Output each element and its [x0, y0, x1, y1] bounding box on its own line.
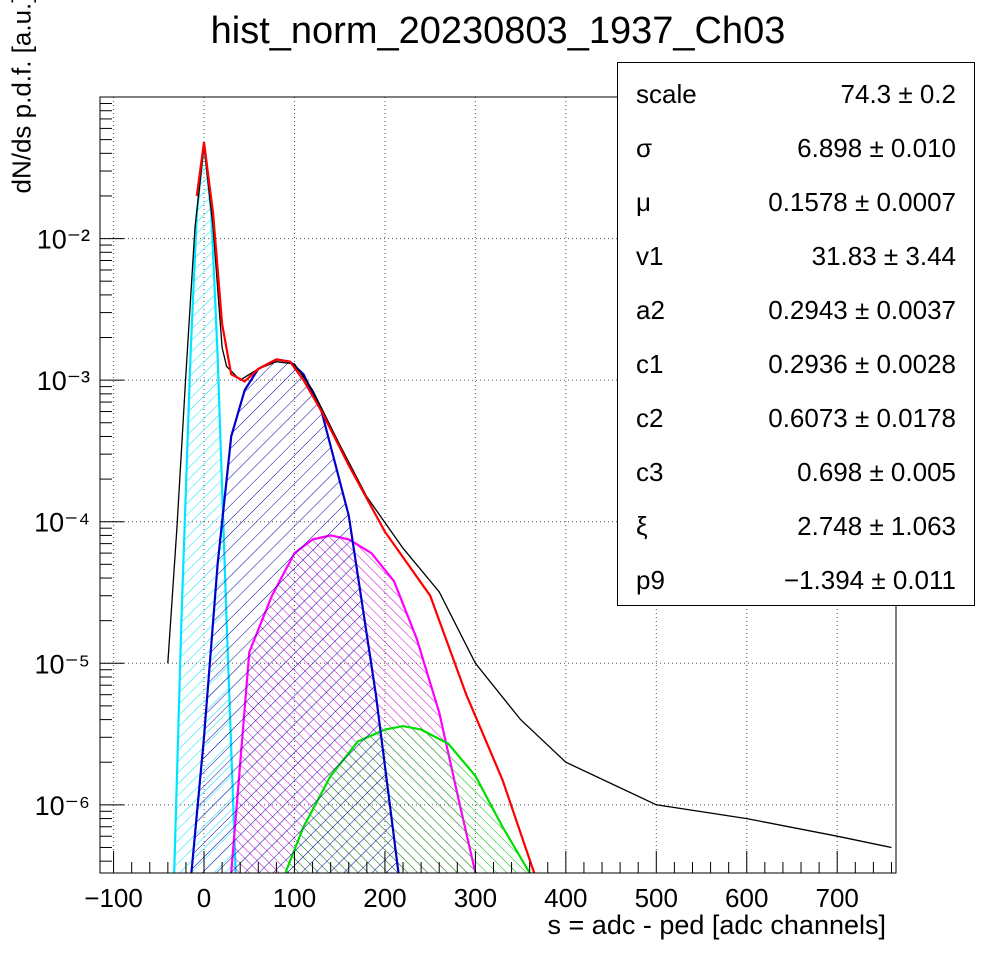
stat-name: c2 [636, 403, 664, 433]
x-tick-label: 300 [454, 883, 497, 913]
stat-name: σ [636, 133, 653, 163]
y-tick-label: 10⁻⁶ [35, 791, 90, 821]
stat-name: v1 [636, 241, 664, 271]
y-tick-label: 10⁻³ [37, 366, 90, 396]
stat-value: 0.1578 ± 0.0007 [768, 187, 956, 217]
x-tick-label: 100 [273, 883, 316, 913]
stat-row: p9 −1.394 ± 0.011 [618, 553, 974, 607]
stat-value: −1.394 ± 0.011 [783, 565, 956, 595]
y-axis-label: dN/ds p.d.f. [a.u.] [6, 0, 37, 194]
series-group [167, 141, 892, 873]
stat-row: c1 0.2936 ± 0.0028 [618, 337, 974, 391]
stat-row: c3 0.698 ± 0.005 [618, 445, 974, 499]
stat-name: p9 [636, 565, 665, 595]
x-tick-label: 0 [197, 883, 211, 913]
stat-value: 74.3 ± 0.2 [840, 79, 956, 109]
stat-value: 0.6073 ± 0.0178 [768, 403, 956, 433]
stat-value: 2.748 ± 1.063 [797, 511, 956, 541]
stat-name: ξ [636, 511, 648, 541]
x-tick-label: 700 [816, 883, 859, 913]
stat-value: 31.83 ± 3.44 [811, 241, 956, 271]
stat-row: scale 74.3 ± 0.2 [618, 67, 974, 121]
total-fit-curve-line [195, 141, 536, 873]
y-tick-label: 10⁻⁴ [34, 508, 90, 538]
stat-row: μ 0.1578 ± 0.0007 [618, 175, 974, 229]
stat-value: 0.2943 ± 0.0037 [768, 295, 956, 325]
x-tick-label: 600 [725, 883, 768, 913]
stat-name: a2 [636, 295, 665, 325]
stat-value: 0.2936 ± 0.0028 [768, 349, 956, 379]
stat-name: μ [636, 187, 651, 217]
stat-name: c3 [636, 457, 664, 487]
y-tick-label: 10⁻⁵ [35, 649, 90, 679]
axis-ticks: −100 0 100 200 300 400 500 600 700 10⁻² 10⁻³ 10⁻⁴ 10… [34, 102, 892, 913]
stat-name: c1 [636, 349, 664, 379]
stat-row: a2 0.2943 ± 0.0037 [618, 283, 974, 337]
x-tick-label: −100 [84, 883, 143, 913]
x-axis-label: s = adc - ped [adc channels] [547, 910, 886, 940]
stat-row: c2 0.6073 ± 0.0178 [618, 391, 974, 445]
stat-name: scale [636, 79, 697, 109]
stat-row: σ 6.898 ± 0.010 [618, 121, 974, 175]
stat-row: v1 31.83 ± 3.44 [618, 229, 974, 283]
x-tick-label: 400 [544, 883, 587, 913]
x-tick-label: 500 [635, 883, 678, 913]
chart-title: hist_norm_20230803_1937_Ch03 [210, 10, 786, 52]
stat-value: 0.698 ± 0.005 [797, 457, 956, 487]
y-tick-label: 10⁻² [37, 225, 90, 255]
fit-stats-box: scale 74.3 ± 0.2 σ 6.898 ± 0.010 μ 0.1578 ± 0… [617, 62, 975, 606]
stat-value: 6.898 ± 0.010 [797, 133, 956, 163]
x-tick-label: 200 [363, 883, 406, 913]
first-component-fill [191, 359, 399, 873]
stat-row: ξ 2.748 ± 1.063 [618, 499, 974, 553]
